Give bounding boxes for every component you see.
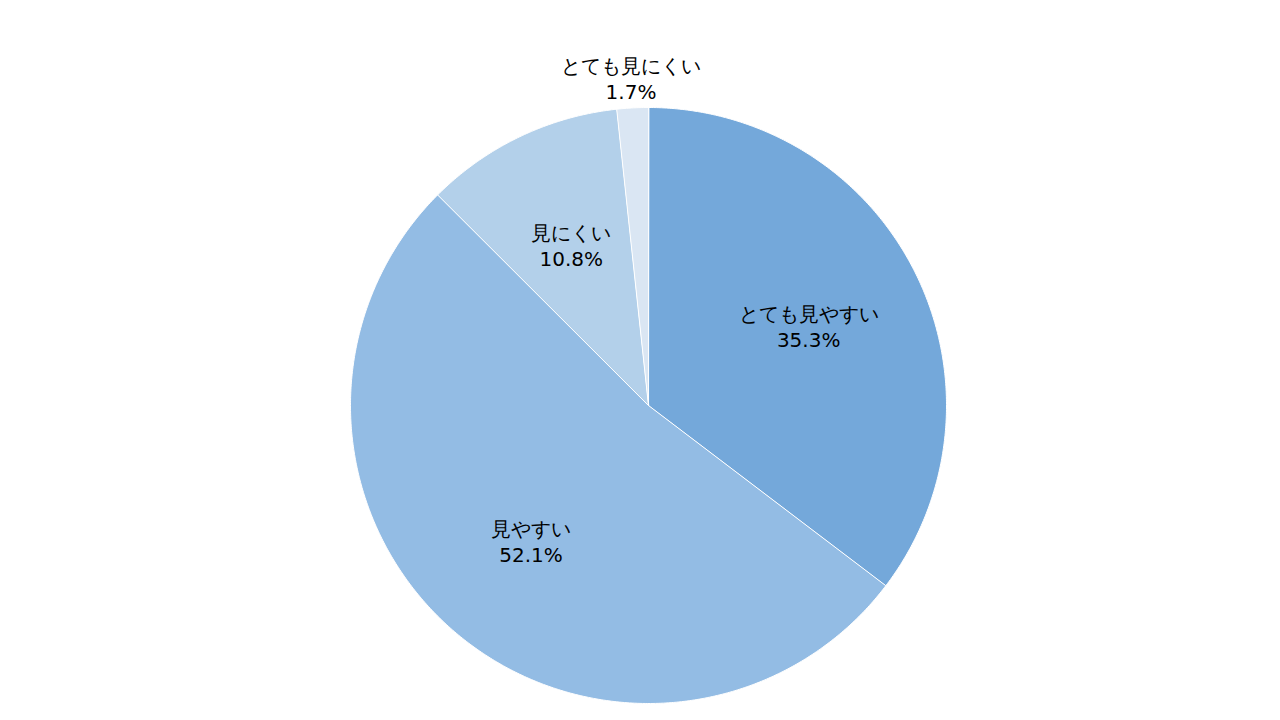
svg-text:見やすい52.1%: 見やすい52.1% <box>491 517 571 567</box>
svg-text:とても見やすい35.3%: とても見やすい35.3% <box>739 302 879 352</box>
svg-text:とても見にくい1.7%: とても見にくい1.7% <box>561 54 701 104</box>
svg-text:見にくい10.8%: 見にくい10.8% <box>531 221 611 271</box>
